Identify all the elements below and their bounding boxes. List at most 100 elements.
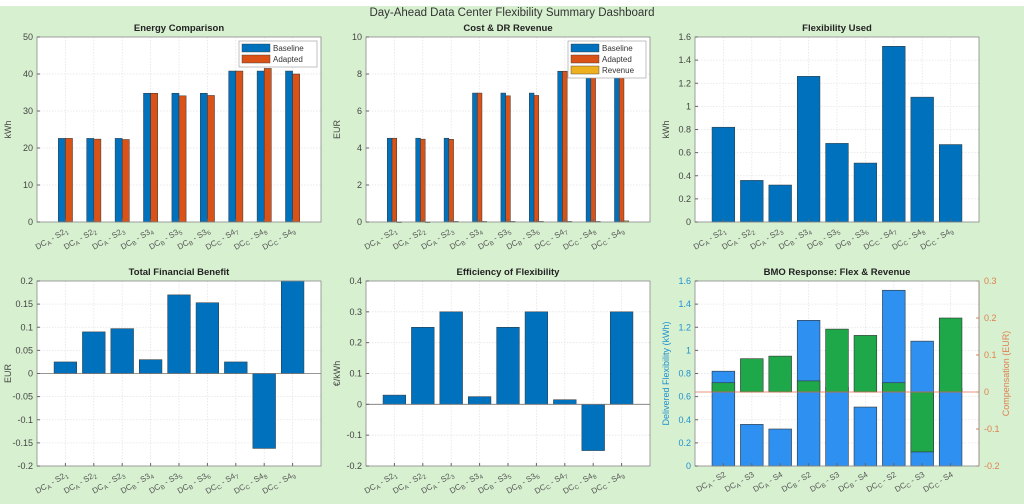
bar-baseline	[585, 70, 592, 223]
legend-swatch-baseline	[241, 43, 271, 53]
bar-benefit	[167, 294, 191, 374]
bar-delivered-flex	[796, 320, 821, 467]
bar-compensation	[825, 328, 849, 393]
x-tick-label: DCC - S49	[590, 470, 627, 498]
bar-baseline	[614, 70, 620, 223]
y-tick-label: 0.1	[20, 322, 33, 332]
bar-efficiency	[553, 399, 577, 405]
dashboard-title: Day-Ahead Data Center Flexibility Summar…	[369, 7, 655, 19]
chart-bmo: -0.2 -0.1 0 0.1 0.2 0.3 Compensation (EUR) 0 0.2…	[661, 267, 1011, 496]
bar-adapted	[476, 92, 483, 223]
bar-adapted	[292, 73, 300, 223]
bar-benefit	[224, 361, 248, 374]
bar-baseline	[228, 70, 237, 223]
bar-flexibility	[796, 76, 821, 223]
bar-flexibility	[825, 143, 849, 223]
bar-baseline	[529, 92, 535, 223]
bar-flexibility	[711, 126, 736, 223]
bar-baseline	[500, 92, 506, 223]
chart-title: Efficiency of Flexibility	[457, 267, 561, 278]
bar-adapted	[420, 138, 426, 223]
right-tick-label: 0.3	[984, 276, 997, 286]
y-tick-label: 2	[357, 180, 362, 190]
legend-swatch-baseline	[570, 43, 600, 53]
bar-efficiency	[496, 327, 520, 405]
right-tick-label: -0.2	[984, 461, 1000, 471]
y-axis-label: €/kWh	[332, 361, 342, 387]
y-tick-label: 1	[686, 101, 691, 111]
chart-title: Total Financial Benefit	[129, 267, 230, 278]
bar-benefit	[53, 361, 78, 374]
bar-efficiency	[581, 404, 605, 451]
y-tick-label: 0.4	[678, 171, 691, 181]
legend-label-revenue: Revenue	[602, 66, 635, 75]
bar-baseline	[256, 70, 265, 223]
y-tick-label: 4	[357, 143, 362, 153]
bar-compensation	[853, 335, 878, 393]
bar-delivered-flex	[853, 406, 878, 467]
x-tick-label: DCC - S49	[919, 226, 956, 254]
y-tick-label: 0.6	[678, 392, 691, 402]
y-tick-label: 1.4	[678, 299, 691, 309]
y-tick-label: 0.4	[678, 415, 691, 425]
bar-flexibility	[882, 46, 906, 223]
bar-efficiency	[467, 396, 492, 405]
bar-compensation	[938, 317, 963, 393]
bar-efficiency	[439, 311, 463, 405]
y-tick-label: -0.2	[346, 461, 362, 471]
x-tick-label: DCC - S2	[865, 470, 899, 496]
y-axis-label: EUR	[332, 120, 342, 140]
bar-baseline	[114, 138, 123, 223]
right-tick-label: 0.2	[984, 313, 997, 323]
y-tick-label: -0.1	[346, 430, 362, 440]
y-tick-label: 10	[23, 180, 33, 190]
bar-adapted	[178, 95, 187, 223]
y-tick-label: -0.05	[12, 392, 33, 402]
bar-efficiency	[382, 394, 407, 405]
y-tick-label: -0.1	[17, 415, 33, 425]
bar-compensation	[910, 391, 934, 453]
y-tick-label: 0.8	[678, 125, 691, 135]
bar-delivered-flex	[938, 388, 963, 467]
bar-flexibility	[768, 184, 792, 223]
bar-efficiency	[524, 311, 549, 405]
legend: Baseline Adapted Revenue	[567, 40, 647, 79]
y-tick-label: 0.3	[349, 307, 362, 317]
x-tick-label: DCB - S34	[119, 226, 156, 254]
bar-benefit	[195, 302, 220, 374]
bar-adapted	[93, 138, 102, 223]
y-tick-label: 0.15	[15, 299, 33, 309]
bar-baseline	[58, 138, 66, 223]
x-tick-label: DCB - S3	[808, 470, 842, 496]
bar-delivered-flex	[825, 387, 849, 467]
bar-baseline	[443, 137, 450, 223]
y-tick-label: 10	[352, 32, 362, 42]
legend-swatch-adapted	[241, 54, 271, 64]
y-tick-label: 40	[23, 69, 33, 79]
y-tick-label: 0.1	[349, 369, 362, 379]
y-tick-label: -0.2	[17, 461, 33, 471]
bar-compensation	[740, 358, 764, 393]
bar-baseline	[387, 137, 393, 223]
y-tick-label: 0.2	[678, 438, 691, 448]
x-tick-label: DCC - S3	[893, 470, 927, 496]
bar-baseline	[285, 70, 293, 223]
bar-delivered-flex	[740, 424, 764, 467]
bar-flexibility	[938, 144, 963, 223]
x-tick-label: DCC - S49	[261, 470, 298, 498]
y-tick-label: 0.2	[678, 194, 691, 204]
x-tick-label: DCB - S4	[837, 470, 871, 496]
y-tick-label: 1.2	[678, 322, 691, 332]
bar-baseline	[472, 92, 478, 223]
bar-delivered-flex	[768, 428, 792, 467]
legend-swatch-revenue	[570, 65, 600, 75]
bar-adapted	[207, 95, 215, 223]
y-tick-label: -0.15	[12, 438, 33, 448]
bar-flexibility	[910, 96, 934, 223]
bar-efficiency	[609, 311, 634, 405]
y-tick-label: 30	[23, 106, 33, 116]
bar-adapted	[448, 139, 454, 223]
right-tick-label: 0	[984, 387, 989, 397]
